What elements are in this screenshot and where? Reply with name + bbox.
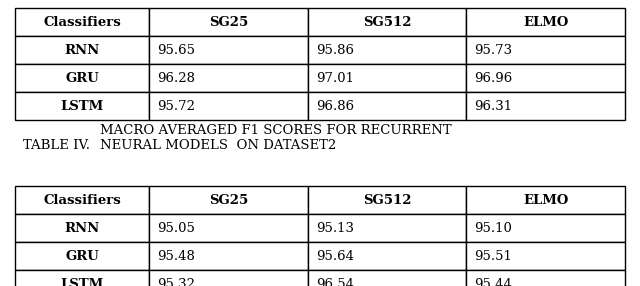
Bar [467, 92, 625, 120]
Text: 95.51: 95.51 [474, 249, 512, 263]
Bar [149, 92, 308, 120]
Text: 96.31: 96.31 [474, 100, 513, 112]
Text: 96.96: 96.96 [474, 72, 513, 84]
Bar [308, 64, 467, 92]
Bar [149, 214, 308, 242]
Bar [467, 214, 625, 242]
Text: 97.01: 97.01 [316, 72, 354, 84]
Text: 95.73: 95.73 [474, 43, 513, 57]
Text: 95.48: 95.48 [157, 249, 195, 263]
Text: GRU: GRU [65, 72, 99, 84]
Text: 96.86: 96.86 [316, 100, 354, 112]
Text: 95.65: 95.65 [157, 43, 195, 57]
Text: SG25: SG25 [209, 194, 248, 206]
Bar [308, 92, 467, 120]
Text: ELMO: ELMO [523, 15, 568, 29]
Bar [308, 8, 467, 36]
Text: SG512: SG512 [363, 15, 412, 29]
Text: RNN: RNN [65, 43, 100, 57]
Bar [308, 242, 467, 270]
Bar [15, 270, 149, 286]
Bar [15, 64, 149, 92]
Text: 95.32: 95.32 [157, 277, 195, 286]
Bar [149, 270, 308, 286]
Text: LSTM: LSTM [60, 100, 104, 112]
Bar [467, 36, 625, 64]
Text: 96.28: 96.28 [157, 72, 195, 84]
Bar [467, 8, 625, 36]
Bar [15, 186, 149, 214]
Text: SG25: SG25 [209, 15, 248, 29]
Bar [15, 242, 149, 270]
Bar [149, 64, 308, 92]
Bar [467, 270, 625, 286]
Bar [467, 64, 625, 92]
Text: Classifiers: Classifiers [44, 15, 121, 29]
Text: SG512: SG512 [363, 194, 412, 206]
Bar [308, 186, 467, 214]
Text: 96.54: 96.54 [316, 277, 354, 286]
Bar [149, 186, 308, 214]
Bar [308, 270, 467, 286]
Bar [15, 8, 149, 36]
Bar [149, 8, 308, 36]
Text: Classifiers: Classifiers [44, 194, 121, 206]
Text: 95.72: 95.72 [157, 100, 195, 112]
Text: 95.13: 95.13 [316, 221, 354, 235]
Bar [149, 242, 308, 270]
Bar [149, 36, 308, 64]
Bar [308, 214, 467, 242]
Text: ELMO: ELMO [523, 194, 568, 206]
Bar [15, 214, 149, 242]
Text: RNN: RNN [65, 221, 100, 235]
Bar [15, 92, 149, 120]
Text: 95.86: 95.86 [316, 43, 354, 57]
Text: GRU: GRU [65, 249, 99, 263]
Text: 95.44: 95.44 [474, 277, 512, 286]
Text: 95.05: 95.05 [157, 221, 195, 235]
Bar [467, 186, 625, 214]
Text: 95.64: 95.64 [316, 249, 354, 263]
Bar [15, 36, 149, 64]
Bar [308, 36, 467, 64]
Text: LSTM: LSTM [60, 277, 104, 286]
Text: TABLE IV.: TABLE IV. [23, 139, 90, 152]
Text: MACRO AVERAGED F1 SCORES FOR RECURRENT
NEURAL MODELS  ON DATASET2: MACRO AVERAGED F1 SCORES FOR RECURRENT N… [100, 124, 452, 152]
Text: 95.10: 95.10 [474, 221, 512, 235]
Bar [467, 242, 625, 270]
